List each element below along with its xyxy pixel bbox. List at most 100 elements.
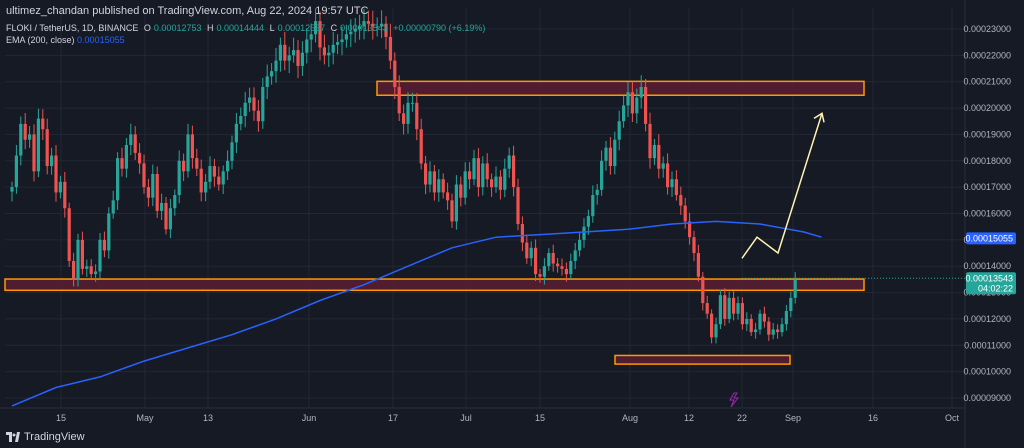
candle-body — [490, 179, 494, 188]
candle-body — [670, 179, 674, 188]
candle-body — [547, 253, 551, 267]
candle-body — [186, 134, 190, 172]
candle-body — [789, 297, 793, 312]
candle-body — [336, 42, 340, 45]
candle-body — [314, 21, 318, 35]
candle-body — [309, 34, 313, 40]
candle-body — [626, 92, 630, 106]
candle-body — [604, 147, 608, 161]
time-tick-label: Sep — [785, 413, 801, 423]
candle-body — [617, 121, 621, 140]
candle-body — [692, 237, 696, 254]
candle-body — [613, 139, 617, 167]
time-tick-label: Aug — [622, 413, 638, 423]
candle-body — [212, 166, 216, 177]
candle-body — [564, 268, 568, 275]
candle-body — [278, 44, 282, 61]
candle-body — [305, 39, 309, 53]
ema-label[interactable]: EMA (200, close) — [6, 35, 75, 45]
candlestick-series[interactable] — [10, 8, 797, 344]
candle-body — [468, 171, 472, 180]
candle-body — [45, 129, 49, 167]
candle-body — [419, 129, 423, 164]
candle-body — [441, 179, 445, 193]
ohlc-open-label: O — [143, 23, 151, 33]
candle-body — [754, 329, 758, 333]
price-tick-label: 0.00011000 — [964, 340, 1011, 350]
candle-body — [551, 253, 555, 264]
candle-body — [406, 102, 410, 124]
candle-body — [265, 76, 269, 87]
candle-body — [723, 295, 727, 319]
ohlc-low-label: L — [269, 23, 275, 33]
candle-body — [736, 303, 740, 314]
time-tick-label: 22 — [737, 413, 747, 423]
candle-body — [635, 97, 639, 114]
time-tick-label: Jun — [302, 413, 317, 423]
candle-body — [380, 23, 384, 27]
ohlc-high: 0.00014444 — [216, 23, 265, 33]
candle-body — [652, 144, 656, 159]
candle-body — [344, 34, 348, 40]
candle-body — [520, 224, 524, 243]
candle-body — [714, 324, 718, 338]
candle-body — [740, 303, 744, 325]
candle-body — [397, 86, 401, 114]
candle-body — [767, 321, 771, 335]
time-tick-label: 15 — [535, 413, 545, 423]
price-axis[interactable]: 0.00023000 0.00022000 0.00021000 0.00020000… — [742, 24, 1016, 403]
candle-body — [578, 239, 582, 251]
candle-body — [776, 329, 780, 333]
candle-body — [534, 247, 538, 275]
time-tick-label: 17 — [388, 413, 398, 423]
time-tick-label: 13 — [203, 413, 213, 423]
candle-body — [582, 226, 586, 240]
ohlc-low: 0.00012537 — [277, 23, 326, 33]
candle-body — [94, 271, 98, 275]
candle-body — [190, 134, 194, 159]
candle-body — [494, 176, 498, 188]
candle-body — [525, 242, 529, 259]
candle-body — [463, 171, 467, 198]
candle-body — [89, 266, 93, 275]
time-tick-label: Jul — [460, 413, 472, 423]
candle-body — [296, 50, 300, 66]
ema-price-tag — [966, 232, 1016, 245]
price-tick-label: 0.00017000 — [963, 182, 1011, 192]
current-price-tag — [966, 272, 1016, 295]
candle-body — [160, 202, 164, 211]
candle-body — [560, 266, 564, 269]
symbol-name[interactable]: FLOKI / TetherUS, 1D, BINANCE — [6, 23, 139, 33]
candle-body — [446, 192, 450, 201]
time-tick-label: 12 — [684, 413, 694, 423]
candle-body — [239, 115, 243, 124]
candle-body — [300, 52, 304, 66]
candle-body — [173, 195, 177, 209]
candle-body — [727, 297, 731, 319]
candle-body — [428, 171, 432, 185]
candle-body — [23, 123, 27, 140]
price-tick-label: 0.00021000 — [963, 77, 1011, 87]
candle-body — [318, 21, 322, 48]
ema-series — [11, 220, 822, 407]
price-zones — [4, 80, 865, 365]
candle-body — [507, 155, 511, 169]
tradingview-logo-icon — [6, 432, 20, 442]
ohlc-open: 0.00012753 — [153, 23, 202, 33]
candle-body — [32, 134, 36, 172]
candle-body — [107, 213, 111, 251]
resistance-support-zone — [4, 278, 865, 292]
candle-body — [710, 313, 714, 338]
candle-body — [252, 97, 256, 111]
candle-body — [472, 158, 476, 180]
candle-body — [573, 250, 577, 261]
candle-body — [182, 160, 186, 172]
projection-arrow — [741, 112, 825, 259]
ohlc-high-label: H — [207, 23, 214, 33]
candle-body — [98, 239, 102, 272]
time-axis[interactable]: 15 May 13 Jun 17 Jul 15 Aug 12 22 Sep 16 Oct — [56, 392, 960, 423]
candle-body — [340, 39, 344, 43]
projection-path — [741, 113, 823, 259]
